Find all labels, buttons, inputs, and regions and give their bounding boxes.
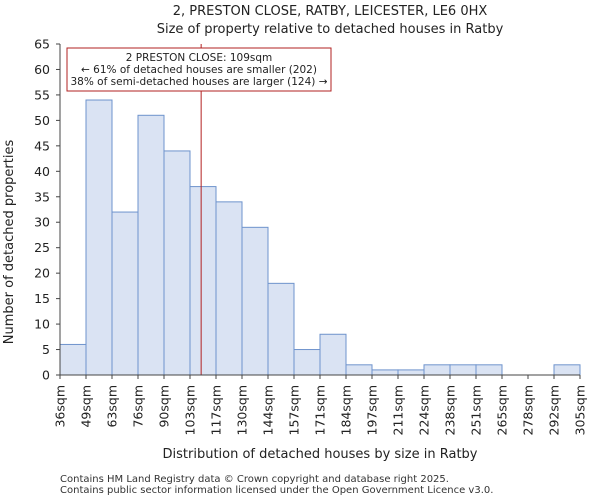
x-tick-label: 238sqm — [443, 385, 458, 435]
bar-171sqm — [319, 333, 347, 376]
y-tick-label: 20 — [34, 266, 50, 281]
y-tick-label: 65 — [34, 37, 50, 52]
x-tick-label: 157sqm — [287, 385, 302, 435]
bar-103sqm — [189, 186, 217, 376]
x-tick-label: 130sqm — [235, 385, 250, 435]
bar-251sqm — [475, 364, 503, 376]
bar-130sqm — [241, 226, 269, 376]
x-tick-label: 197sqm — [365, 385, 380, 435]
y-ticks-group: 0 5 10 15 20 25 30 35 40 45 50 55 60 65 — [34, 37, 60, 383]
bar-49sqm — [85, 99, 113, 376]
x-axis-label: Distribution of detached houses by size … — [163, 447, 478, 462]
y-tick-label: 0 — [42, 368, 50, 383]
annotation-line-3: 38% of semi-detached houses are larger (… — [71, 76, 328, 88]
y-axis-label: Number of detached properties — [2, 140, 17, 345]
x-tick-label: 278sqm — [521, 385, 536, 435]
annotation-box: 2 PRESTON CLOSE: 109sqm ← 61% of detache… — [66, 47, 332, 92]
y-tick-label: 25 — [34, 240, 50, 255]
y-tick-label: 60 — [34, 62, 50, 77]
annotation-frame — [66, 47, 332, 92]
y-tick-label: 55 — [34, 87, 50, 102]
footer-line-2: Contains public sector information licen… — [60, 485, 494, 496]
bar-117sqm — [215, 201, 243, 376]
x-tick-label: 49sqm — [79, 385, 94, 428]
bar-36sqm — [59, 343, 87, 376]
bar-157sqm — [293, 349, 321, 376]
x-tick-label: 171sqm — [313, 385, 328, 435]
bar-90sqm — [163, 150, 191, 376]
x-tick-label: 36sqm — [53, 385, 68, 428]
y-tick-label: 15 — [34, 291, 50, 306]
x-tick-label: 265sqm — [495, 385, 510, 435]
histogram-chart: 2, PRESTON CLOSE, RATBY, LEICESTER, LE6 … — [2, 4, 588, 462]
bar-144sqm — [267, 282, 295, 376]
y-tick-label: 5 — [42, 342, 50, 357]
x-tick-label: 305sqm — [573, 385, 588, 435]
bar-292sqm — [553, 364, 581, 376]
x-tick-label: 90sqm — [157, 385, 172, 428]
x-tick-label: 63sqm — [105, 385, 120, 428]
bar-197sqm — [371, 369, 399, 376]
bar-211sqm — [397, 369, 425, 376]
bar-63sqm — [111, 211, 139, 376]
y-tick-label: 50 — [34, 113, 50, 128]
y-tick-label: 10 — [34, 317, 50, 332]
annotation-line-2: ← 61% of detached houses are smaller (20… — [81, 64, 317, 76]
x-tick-label: 251sqm — [469, 385, 484, 435]
chart-subtitle: Size of property relative to detached ho… — [157, 22, 504, 37]
y-tick-label: 30 — [34, 215, 50, 230]
x-ticks-group: 36sqm 49sqm 63sqm 76sqm 90sqm 103sqm 117sqm 130… — [53, 375, 588, 435]
x-tick-label: 184sqm — [339, 385, 354, 435]
y-tick-label: 40 — [34, 164, 50, 179]
x-tick-label: 144sqm — [261, 385, 276, 435]
annotation-line-1: 2 PRESTON CLOSE: 109sqm — [126, 52, 272, 64]
x-tick-label: 76sqm — [131, 385, 146, 428]
chart-title: 2, PRESTON CLOSE, RATBY, LEICESTER, LE6 … — [173, 4, 488, 19]
bar-238sqm — [449, 364, 477, 376]
x-tick-label: 224sqm — [417, 385, 432, 435]
y-tick-label: 45 — [34, 138, 50, 153]
x-tick-label: 103sqm — [183, 385, 198, 435]
bar-224sqm — [423, 364, 451, 376]
bar-76sqm — [137, 114, 165, 376]
x-tick-label: 117sqm — [209, 385, 224, 435]
x-tick-label: 292sqm — [547, 385, 562, 435]
bars-group — [59, 99, 581, 376]
x-tick-label: 211sqm — [391, 385, 406, 435]
y-tick-label: 35 — [34, 189, 50, 204]
footer-line-1: Contains HM Land Registry data © Crown c… — [60, 474, 449, 485]
footer-attribution: Contains HM Land Registry data © Crown c… — [60, 474, 493, 496]
bar-184sqm — [345, 364, 373, 376]
